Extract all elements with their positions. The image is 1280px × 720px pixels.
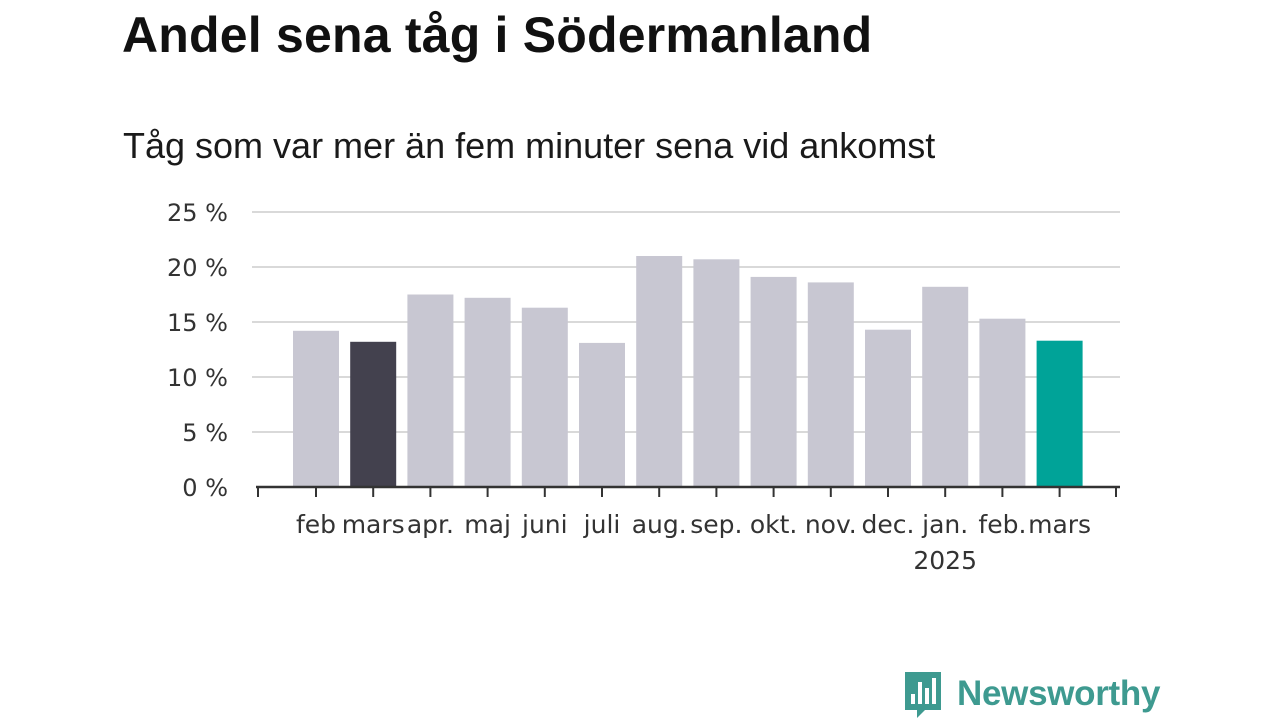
bar	[407, 294, 454, 487]
bar	[579, 342, 625, 487]
brand-logo: Newsworthy	[903, 670, 1160, 718]
bar	[464, 297, 511, 487]
y-tick-label: 15 %	[167, 309, 228, 337]
x-tick-label: okt.	[750, 510, 798, 539]
x-tick-label: mars	[342, 510, 405, 539]
bar	[293, 330, 339, 487]
y-tick-label: 20 %	[167, 254, 228, 282]
x-tick-label: feb.	[978, 510, 1026, 539]
y-tick-label: 10 %	[167, 364, 228, 392]
bar	[693, 259, 740, 487]
x-tick-label: dec.	[862, 510, 915, 539]
x-tick-label: maj	[464, 510, 511, 539]
x-tick-label: juni	[521, 510, 568, 539]
x-tick-label: sep.	[690, 510, 742, 539]
bar	[521, 307, 568, 487]
x-tick-label: apr.	[407, 510, 454, 539]
bar	[979, 318, 1026, 487]
bar	[865, 329, 911, 487]
x-tick-label: nov.	[805, 510, 857, 539]
y-tick-label: 25 %	[167, 199, 228, 227]
x-tick-label: feb	[296, 510, 336, 539]
x-tick-label: juli	[583, 510, 621, 539]
bar-chart: 0 %5 %10 %15 %20 %25 %feb mars apr. maj juni…	[167, 199, 1120, 575]
newsworthy-logo-icon	[905, 672, 941, 718]
bar	[350, 341, 397, 487]
bar	[750, 276, 797, 487]
brand-name: Newsworthy	[957, 674, 1161, 713]
x-tick-label: aug.	[632, 510, 687, 539]
chart-title: Andel sena tåg i Södermanland	[122, 7, 873, 63]
y-tick-label: 0 %	[182, 474, 228, 502]
x-tick-label: mars	[1028, 510, 1091, 539]
bar	[807, 282, 854, 487]
chart-subtitle: Tåg som var mer än fem minuter sena vid …	[123, 125, 936, 166]
x-tick-label: jan.	[921, 510, 968, 539]
year-label: 2025	[913, 546, 977, 575]
bar	[922, 286, 969, 487]
bar	[636, 256, 683, 487]
bar	[1036, 340, 1083, 487]
y-tick-label: 5 %	[182, 419, 228, 447]
